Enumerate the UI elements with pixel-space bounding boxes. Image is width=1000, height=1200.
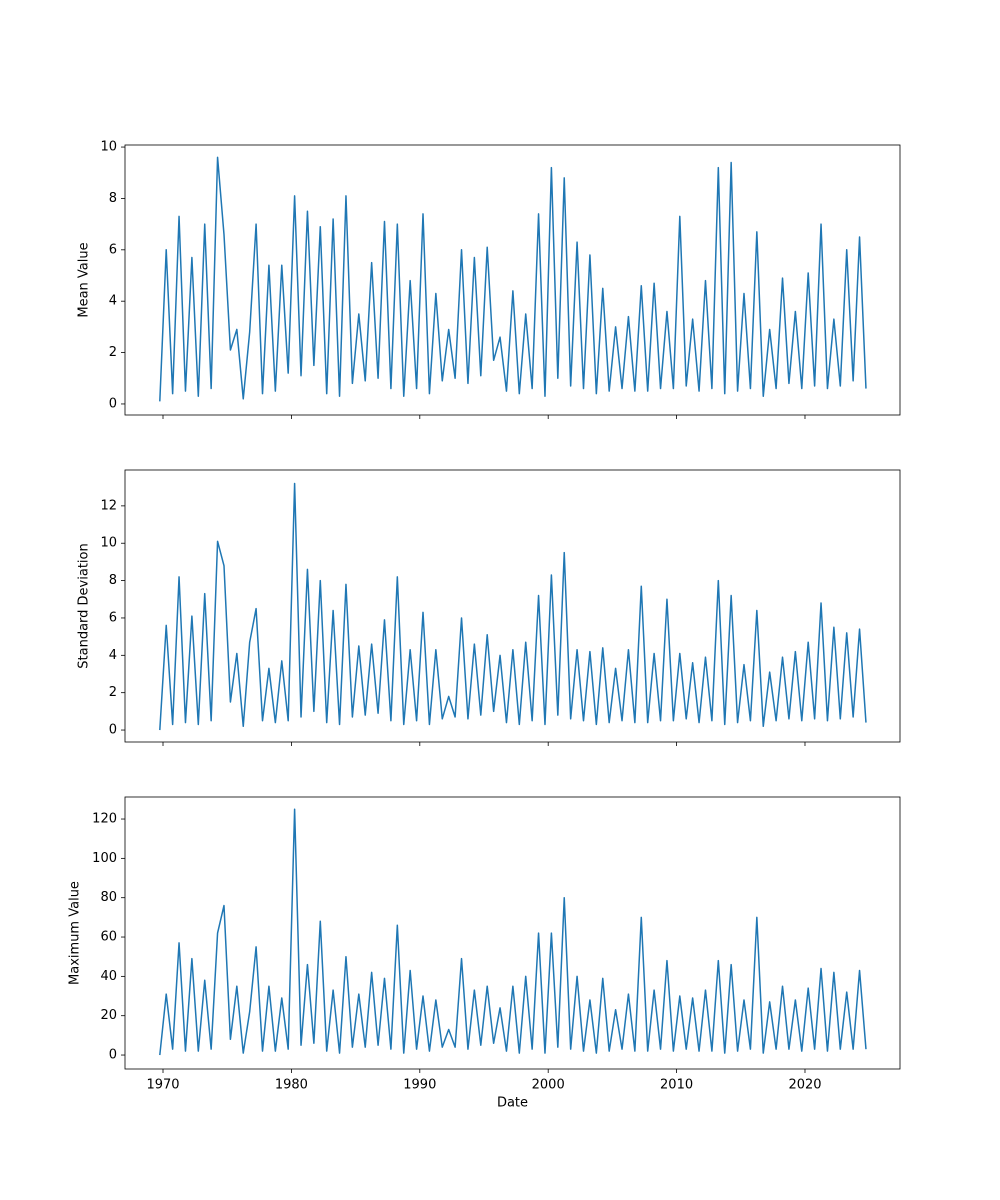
y-tick-label: 2 (109, 345, 117, 360)
y-tick-label: 0 (109, 1048, 117, 1063)
x-tick-label: 1970 (146, 1078, 179, 1093)
y-tick-label: 100 (92, 851, 117, 866)
y-tick-label: 0 (109, 396, 117, 411)
data-line (159, 482, 867, 731)
y-tick-label: 10 (100, 140, 117, 155)
y-tick-label: 20 (100, 1008, 117, 1023)
axes-frame (124, 796, 901, 1070)
y-tick-label: 6 (109, 610, 117, 625)
y-tick-label: 120 (92, 812, 117, 827)
y-axis-label: Mean Value (77, 242, 92, 317)
y-tick-label: 2 (109, 685, 117, 700)
y-axis-label: Maximum Value (68, 881, 83, 985)
y-tick-label: 4 (109, 648, 117, 663)
y-tick-label: 60 (100, 930, 117, 945)
x-axis-label: Date (497, 1096, 528, 1111)
y-axis-label: Standard Deviation (77, 543, 92, 668)
y-tick-label: 10 (100, 536, 117, 551)
x-tick-label: 2000 (532, 1078, 565, 1093)
x-tick-label: 1980 (275, 1078, 308, 1093)
y-tick-label: 12 (100, 498, 117, 513)
x-tick-label: 2010 (660, 1078, 693, 1093)
axes-frame (124, 469, 901, 743)
y-tick-label: 40 (100, 969, 117, 984)
data-line (159, 156, 867, 402)
y-tick-label: 4 (109, 294, 117, 309)
y-tick-label: 6 (109, 242, 117, 257)
axes-frame (124, 144, 901, 416)
x-tick-label: 1990 (403, 1078, 436, 1093)
y-tick-label: 8 (109, 191, 117, 206)
y-tick-label: 80 (100, 890, 117, 905)
y-tick-label: 8 (109, 573, 117, 588)
x-tick-label: 2020 (788, 1078, 821, 1093)
y-tick-label: 0 (109, 723, 117, 738)
data-line (159, 808, 867, 1056)
